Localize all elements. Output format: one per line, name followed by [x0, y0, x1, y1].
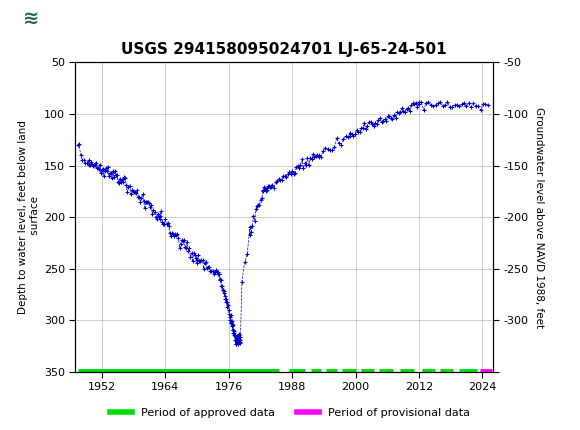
Text: ≋: ≋ — [23, 9, 39, 28]
Legend: Period of approved data, Period of provisional data: Period of approved data, Period of provi… — [106, 403, 474, 422]
Y-axis label: Groundwater level above NAVD 1988, feet: Groundwater level above NAVD 1988, feet — [534, 107, 544, 328]
Text: USGS: USGS — [67, 11, 114, 26]
Bar — [3, 3, 58, 34]
Y-axis label: Depth to water level, feet below land
 surface: Depth to water level, feet below land su… — [18, 120, 39, 314]
Title: USGS 294158095024701 LJ-65-24-501: USGS 294158095024701 LJ-65-24-501 — [121, 42, 447, 57]
